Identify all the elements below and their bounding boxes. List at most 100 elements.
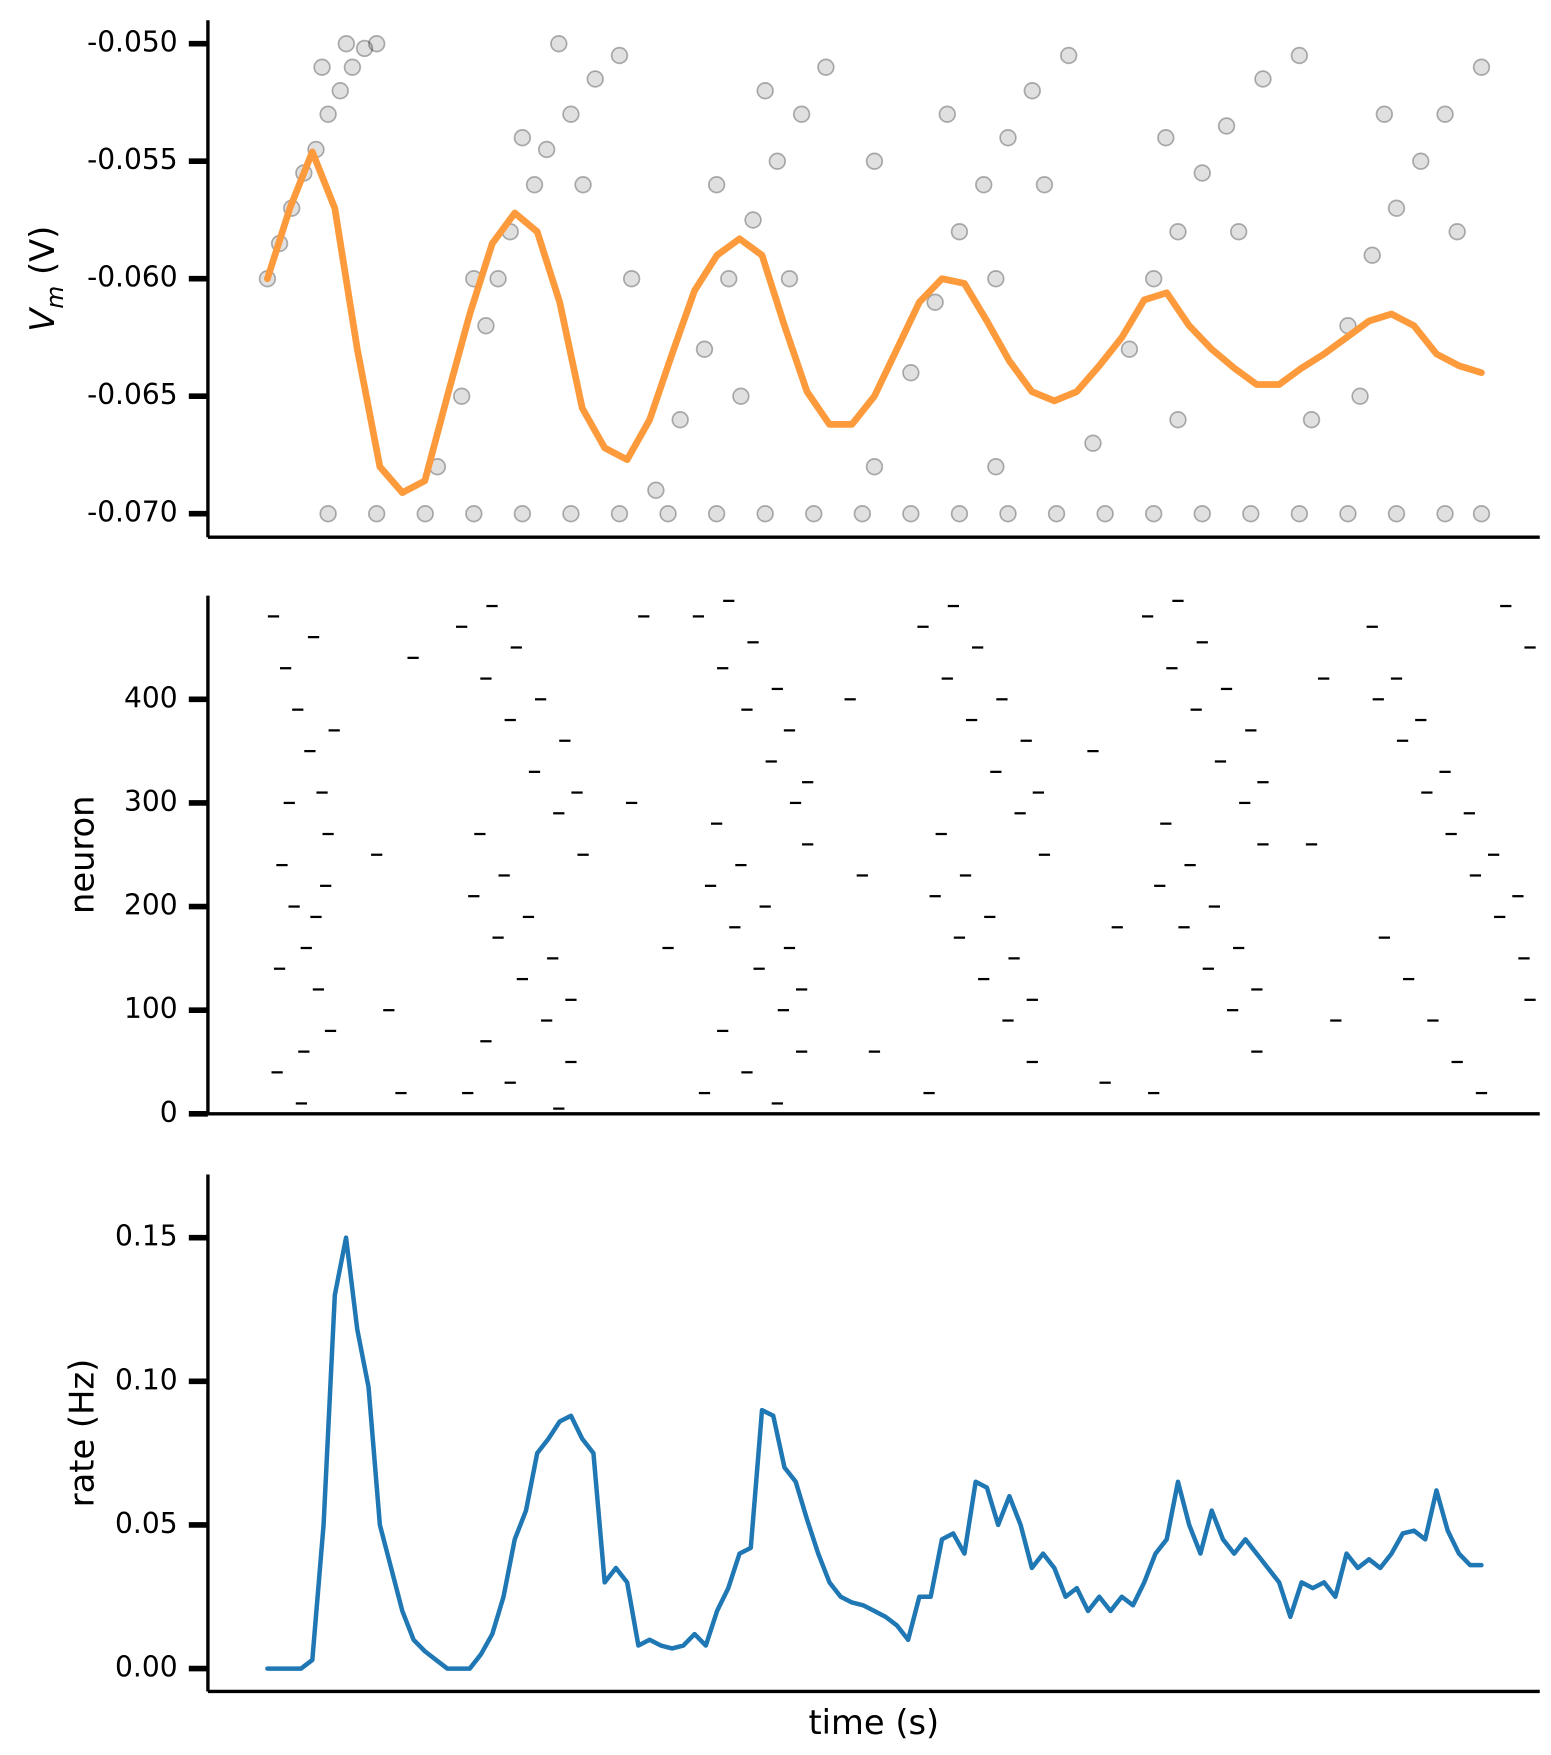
spike bbox=[1251, 988, 1263, 991]
spike bbox=[917, 625, 929, 628]
spike bbox=[300, 946, 312, 950]
spike bbox=[802, 843, 814, 846]
spike bbox=[996, 698, 1008, 701]
y-tick-label: 0.00 bbox=[115, 1651, 178, 1684]
spike bbox=[1451, 1060, 1463, 1064]
spike bbox=[1524, 646, 1536, 649]
scatter-point bbox=[1472, 58, 1491, 76]
spike bbox=[492, 936, 504, 939]
spike bbox=[1190, 708, 1202, 711]
spike bbox=[704, 884, 717, 887]
spike bbox=[1220, 687, 1233, 691]
scatter-point bbox=[817, 58, 835, 76]
spike bbox=[271, 1071, 283, 1074]
scatter-point bbox=[1059, 46, 1078, 65]
spike bbox=[747, 641, 759, 644]
scatter-point bbox=[707, 176, 726, 194]
scatter-point bbox=[1157, 129, 1175, 147]
scatter-point bbox=[999, 129, 1017, 147]
spike bbox=[692, 615, 705, 618]
scatter-point bbox=[1290, 46, 1309, 65]
spike bbox=[474, 832, 486, 836]
spike bbox=[729, 926, 741, 929]
line bbox=[265, 1235, 1484, 1671]
scatter-point bbox=[1351, 387, 1369, 405]
spike bbox=[795, 1050, 808, 1053]
scatter-point bbox=[1193, 164, 1211, 182]
y-axis-label-part: (V) bbox=[23, 226, 62, 286]
scatter-point bbox=[792, 105, 811, 123]
spike bbox=[295, 1102, 308, 1105]
scatter-point bbox=[1169, 223, 1187, 241]
spike bbox=[1403, 977, 1415, 981]
spike bbox=[935, 832, 947, 836]
scatter-point bbox=[1436, 505, 1454, 523]
scatter-point bbox=[477, 317, 495, 335]
spike bbox=[571, 791, 583, 794]
y-tick-label: 400 bbox=[124, 681, 178, 714]
spike bbox=[1026, 998, 1038, 1001]
spike bbox=[771, 1102, 783, 1105]
spike bbox=[462, 1091, 474, 1095]
spike bbox=[783, 946, 796, 950]
spike bbox=[638, 615, 650, 618]
spike bbox=[553, 812, 565, 815]
scatter-point bbox=[1436, 105, 1454, 123]
scatter-point bbox=[1448, 223, 1466, 241]
spike bbox=[298, 1050, 310, 1053]
scatter-point bbox=[416, 505, 434, 523]
spike bbox=[516, 977, 528, 981]
y-tick-label: 0.10 bbox=[115, 1363, 178, 1396]
line bbox=[264, 148, 1485, 496]
spike bbox=[283, 801, 295, 805]
spike bbox=[1002, 1019, 1014, 1022]
scatter-point bbox=[805, 505, 823, 523]
spike bbox=[1148, 1091, 1160, 1095]
scatter-point bbox=[1023, 82, 1041, 100]
spike bbox=[941, 677, 953, 680]
scatter-point bbox=[720, 270, 738, 288]
scatter-point bbox=[610, 46, 629, 65]
spike bbox=[959, 874, 972, 877]
scatter-point bbox=[1387, 199, 1406, 217]
scatter-point bbox=[865, 152, 884, 170]
spike bbox=[307, 636, 320, 639]
spike bbox=[486, 604, 498, 608]
scatter-point bbox=[707, 505, 726, 523]
y-tick-label: -0.070 bbox=[87, 496, 178, 529]
spike bbox=[559, 739, 571, 742]
scatter-point bbox=[1217, 117, 1236, 135]
y-tick-label: 100 bbox=[124, 992, 178, 1025]
y-tick-label: 200 bbox=[124, 889, 178, 922]
scatter-point bbox=[622, 270, 641, 288]
spike bbox=[1154, 884, 1166, 887]
scatter-point bbox=[313, 58, 331, 76]
spike bbox=[456, 625, 468, 628]
spike bbox=[1421, 791, 1433, 794]
y-axis-label: Vm (V) bbox=[23, 226, 69, 332]
scatter-point bbox=[768, 152, 787, 170]
spike bbox=[1524, 998, 1536, 1001]
scatter-point bbox=[610, 505, 629, 523]
spike bbox=[1488, 853, 1500, 856]
spike bbox=[1008, 957, 1020, 960]
scatter-point bbox=[337, 35, 356, 53]
spike bbox=[1245, 729, 1257, 732]
spike bbox=[1500, 604, 1512, 608]
spike bbox=[1475, 1091, 1488, 1095]
scatter-point bbox=[343, 58, 362, 76]
spike bbox=[1318, 677, 1330, 680]
scatter-point bbox=[647, 481, 665, 499]
spike bbox=[802, 781, 814, 784]
scatter-point bbox=[902, 505, 920, 523]
scatter-point bbox=[574, 176, 592, 194]
y-tick-label: -0.050 bbox=[87, 26, 178, 59]
scatter-point bbox=[950, 223, 969, 241]
spike bbox=[577, 853, 589, 856]
scatter-point bbox=[975, 176, 993, 194]
scatter-point bbox=[1229, 223, 1248, 241]
spike bbox=[528, 770, 541, 773]
spike bbox=[324, 1029, 337, 1033]
spike bbox=[990, 770, 1002, 773]
